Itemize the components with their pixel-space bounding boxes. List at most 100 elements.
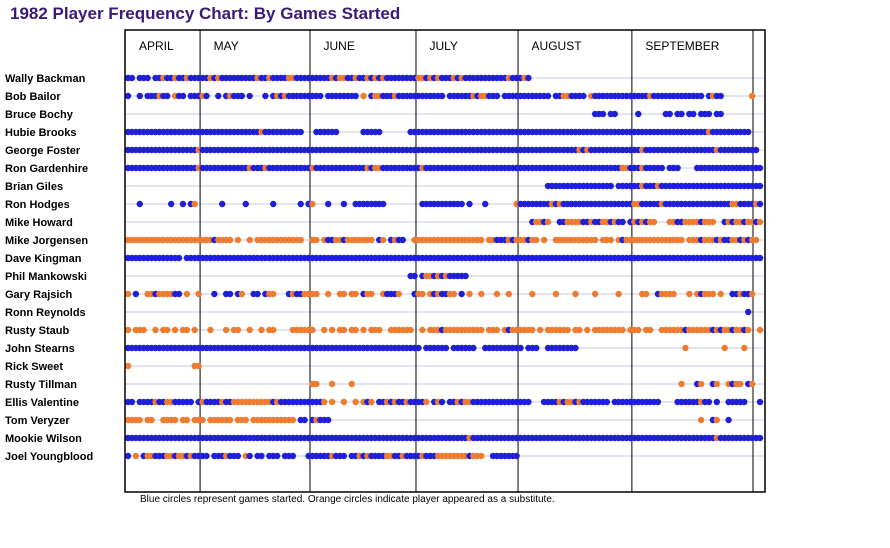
player-label: John Stearns (5, 343, 75, 355)
game-started-dot (513, 452, 520, 460)
substitute-dot (619, 326, 626, 334)
substitute-dot (352, 290, 359, 298)
substitute-dot (191, 326, 198, 334)
game-started-dot (690, 110, 697, 118)
player-label: George Foster (5, 145, 81, 157)
game-started-dot (175, 254, 183, 262)
player-label: Ron Gardenhire (5, 163, 88, 175)
substitute-dot (407, 326, 414, 334)
substitute-dot (183, 326, 191, 334)
game-started-dot (705, 398, 713, 406)
substitute-dot (313, 290, 320, 298)
substitute-dot (183, 416, 191, 424)
substitute-dot (576, 326, 583, 334)
game-started-dot (611, 110, 618, 118)
game-started-dot (203, 92, 210, 100)
game-started-dot (725, 416, 732, 424)
substitute-dot (289, 416, 297, 424)
substitute-dot (376, 326, 383, 334)
substitute-dot (478, 326, 485, 334)
substitute-dot (348, 380, 355, 388)
game-started-dot (599, 110, 607, 118)
substitute-dot (493, 326, 501, 334)
game-started-dot (179, 200, 187, 208)
substitute-dot (321, 326, 328, 334)
substitute-dot (544, 218, 552, 226)
substitute-dot (646, 326, 654, 334)
substitute-dot (642, 290, 650, 298)
game-started-dot (458, 200, 465, 208)
game-started-dot (399, 236, 406, 244)
chart-title: 1982 Player Frequency Chart: By Games St… (10, 4, 401, 23)
substitute-dot (360, 326, 367, 334)
game-started-dot (697, 92, 705, 100)
plot-frame (124, 29, 766, 493)
substitute-dot (591, 290, 599, 298)
game-started-dot (411, 272, 418, 280)
substitute-dot (199, 416, 206, 424)
substitute-dot (529, 290, 536, 298)
player-label: Tom Veryzer (5, 415, 70, 427)
substitute-dot (313, 380, 320, 388)
game-started-dot (544, 92, 552, 100)
game-started-dot (756, 434, 764, 442)
game-started-dot (517, 344, 524, 352)
substitute-dot (164, 326, 171, 334)
player-label: Rusty Tillman (5, 379, 77, 391)
substitute-dot (748, 290, 756, 298)
substitute-dot (195, 290, 202, 298)
game-started-dot (658, 164, 666, 172)
substitute-dot (650, 218, 658, 226)
substitute-dot (678, 380, 685, 388)
substitute-dot (328, 398, 336, 406)
substitute-dot (756, 326, 764, 334)
game-started-dot (607, 182, 615, 190)
player-label: Rusty Staub (5, 325, 69, 337)
substitute-dot (321, 398, 328, 406)
player-label: Dave Kingman (5, 253, 82, 265)
game-started-dot (619, 218, 626, 226)
player-label: Phil Mankowski (5, 271, 87, 283)
game-started-dot (270, 200, 277, 208)
substitute-dot (124, 290, 132, 298)
chart-note: Blue circles represent games started. Or… (140, 494, 555, 505)
substitute-dot (132, 452, 140, 460)
game-started-dot (215, 92, 222, 100)
substitute-dot (536, 326, 544, 334)
game-started-dot (325, 416, 332, 424)
game-dots (124, 74, 764, 460)
substitute-dot (191, 200, 198, 208)
game-started-dot (756, 182, 764, 190)
game-started-dot (124, 92, 132, 100)
player-label: Bruce Bochy (5, 109, 74, 121)
player-label: Joel Youngblood (5, 451, 93, 463)
game-started-dot (167, 200, 175, 208)
game-started-dot (438, 398, 446, 406)
month-label: APRIL (139, 39, 174, 53)
game-started-dot (666, 110, 673, 118)
game-started-dot (705, 110, 713, 118)
game-started-dot (717, 110, 724, 118)
game-started-dot (603, 398, 611, 406)
month-label: JULY (429, 39, 457, 53)
game-started-dot (741, 398, 748, 406)
substitute-dot (584, 326, 591, 334)
player-label: Wally Backman (5, 73, 86, 85)
substitute-dot (748, 380, 756, 388)
player-label: Rick Sweet (5, 361, 63, 373)
substitute-dot (721, 344, 728, 352)
game-started-dot (745, 128, 752, 136)
substitute-dot (686, 290, 693, 298)
substitute-dot (234, 326, 242, 334)
substitute-dot (466, 290, 473, 298)
game-started-dot (482, 200, 489, 208)
player-labels: Wally Backman Bob Bailor Bruce Bochy Hubie … (5, 73, 93, 463)
substitute-dot (478, 290, 485, 298)
game-started-dot (635, 110, 642, 118)
substitute-dot (419, 326, 426, 334)
game-started-dot (654, 398, 662, 406)
player-label: Ronn Reynolds (5, 307, 86, 319)
player-label: Hubie Brooks (5, 127, 77, 139)
substitute-dot (309, 200, 316, 208)
substitute-dot (368, 290, 375, 298)
